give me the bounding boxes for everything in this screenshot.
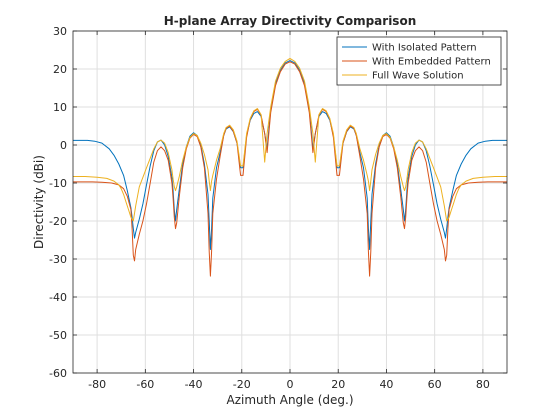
x-tick-label: 0 xyxy=(287,378,294,391)
y-tick-label: -30 xyxy=(49,253,67,266)
y-tick-label: 10 xyxy=(53,101,67,114)
chart-title: H-plane Array Directivity Comparison xyxy=(164,14,417,28)
legend: With Isolated Pattern With Embedded Patte… xyxy=(336,36,502,86)
x-tick-label: 60 xyxy=(428,378,442,391)
series-group xyxy=(73,57,507,277)
series-line-3 xyxy=(73,57,507,222)
legend-entry-3: Full Wave Solution xyxy=(372,71,464,82)
x-tick-label: 80 xyxy=(476,378,490,391)
y-tick-label: -40 xyxy=(49,291,67,304)
y-axis-label: Directivity (dBi) xyxy=(32,155,46,249)
x-axis-label: Azimuth Angle (deg.) xyxy=(226,393,353,407)
x-tick-label: -40 xyxy=(185,378,203,391)
x-tick-label: 20 xyxy=(331,378,345,391)
series-line-2 xyxy=(73,61,507,277)
y-tick-label: 30 xyxy=(53,25,67,38)
y-tick-label: -50 xyxy=(49,329,67,342)
y-tick-label: -20 xyxy=(49,215,67,228)
x-tick-label: 40 xyxy=(379,378,393,391)
y-tick-label: -60 xyxy=(49,367,67,380)
x-tick-label: -80 xyxy=(88,378,106,391)
legend-entry-2: With Embedded Pattern xyxy=(372,57,491,68)
x-tick-label: -60 xyxy=(136,378,154,391)
ticks: -80 -60 -40 -20 0 20 40 60 80 -60 -50 -40 -30 -20 -10 0… xyxy=(49,25,507,391)
x-tick-label: -20 xyxy=(233,378,251,391)
y-tick-label: 0 xyxy=(60,139,67,152)
y-tick-label: 20 xyxy=(53,63,67,76)
legend-entry-1: With Isolated Pattern xyxy=(372,43,477,54)
y-tick-label: -10 xyxy=(49,177,67,190)
